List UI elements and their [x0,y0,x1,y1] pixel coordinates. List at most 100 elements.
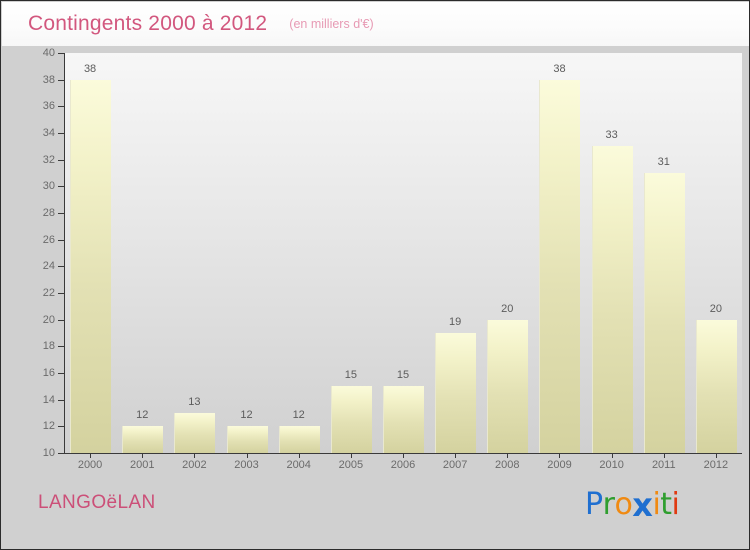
y-axis-tick-label: 40 [42,47,55,59]
bar-2003[interactable] [226,426,268,453]
y-axis-tick [58,79,65,81]
y-axis-tick [58,319,65,321]
x-axis-tick [298,453,300,458]
page-title: Contingents 2000 à 2012 [28,12,268,35]
x-axis-tick [246,453,248,458]
bar-value-label: 15 [396,369,410,382]
y-axis-tick-label: 36 [42,100,55,113]
chart-subtitle: (en milliers d'€) [289,17,374,31]
x-axis-tick [350,453,352,458]
x-axis-tick [90,453,92,458]
bar-2010[interactable] [591,146,633,453]
x-axis-tick-label: 2006 [390,459,416,471]
x-axis-tick [194,453,196,458]
y-axis-line [64,53,65,454]
logo-letter-5: t [660,487,672,522]
x-axis-tick-label: 2011 [651,459,676,471]
bar-value-label: 19 [449,316,462,328]
y-axis-tick-label: 22 [42,287,55,299]
y-axis-tick-label: 14 [42,393,55,406]
y-axis-tick-label: 30 [42,180,55,193]
logo-letter-6: i [671,487,680,522]
y-axis-tick [58,186,65,188]
logo-letter-2: o [614,487,633,522]
x-axis-tick-label: 2007 [442,459,468,471]
bar-2012[interactable] [695,319,737,453]
bar-2002[interactable] [174,413,216,453]
y-axis-tick-label: 20 [42,313,55,326]
x-axis-tick [663,453,665,458]
y-axis-tick-label: 18 [42,340,55,353]
y-axis-tick-label: 16 [42,367,55,379]
y-axis-tick-label: 38 [42,73,55,86]
x-axis-tick-label: 2001 [129,459,155,471]
bar-value-label: 15 [344,369,357,382]
logo-letter-4: i [652,487,661,522]
bar-value-label: 20 [501,302,514,315]
bar-2008[interactable] [487,319,529,453]
x-axis-tick-label: 2004 [286,459,311,471]
x-axis-tick [715,453,717,458]
y-axis-tick [58,373,65,374]
bar-value-label: 12 [240,409,253,422]
bar-2009[interactable] [539,79,581,453]
bar-2005[interactable] [330,386,372,453]
x-axis-tick-label: 2012 [703,459,729,471]
y-axis-tick [58,239,65,241]
y-axis-tick-label: 26 [42,233,55,246]
x-axis-tick-label: 2002 [182,459,207,471]
y-axis-tick [58,453,65,454]
y-axis-tick-label: 28 [42,207,55,219]
x-axis-tick [559,453,561,458]
x-axis-tick [611,453,613,458]
y-axis-tick [58,293,65,294]
x-axis-tick-label: 2003 [234,459,259,471]
x-axis-tick [507,453,509,458]
bar-2004[interactable] [278,426,320,453]
y-axis-tick-label: 10 [42,447,55,459]
x-axis-tick-label: 2008 [495,459,520,471]
chart-plot-area: 10 12 14 16 18 20 22 24 26 28 30 32 34 36 38 40 2000 200… [2,46,749,476]
logo-letter-1: r [602,487,615,522]
bar-value-label: 33 [605,129,618,142]
bar-2011[interactable] [643,173,685,453]
bar-value-label: 12 [136,409,149,422]
y-axis-tick [58,159,65,161]
y-axis-tick [58,53,65,54]
chart-footer: LANGOëLAN Proxiti [2,476,749,549]
x-axis-tick [403,453,404,458]
bar-2000[interactable] [70,79,112,453]
y-axis-tick-label: 24 [42,260,55,273]
bar-value-label: 38 [83,62,97,75]
y-axis-tick [58,426,65,428]
y-axis-tick [58,346,65,348]
bar-value-label: 12 [292,409,305,422]
commune-name: LANGOëLAN [38,492,156,513]
y-axis-tick [58,106,65,108]
y-axis-tick [58,399,65,401]
y-axis-tick [58,133,65,134]
y-axis-tick [58,213,65,214]
y-axis-tick-label: 32 [42,153,55,166]
y-axis-tick-label: 12 [42,420,55,433]
y-axis-tick [58,266,65,268]
bar-value-label: 20 [709,302,723,315]
logo-letter-0: P [585,487,603,522]
bar-value-label: 31 [657,156,670,168]
x-axis-tick-label: 2000 [77,459,103,471]
bar-2007[interactable] [435,333,477,453]
bar-value-label: 38 [553,62,566,75]
chart-header: Contingents 2000 à 2012 (en milliers d'€… [2,2,749,46]
x-axis-tick [455,453,457,458]
x-axis-tick-label: 2009 [547,459,572,471]
x-axis-tick-label: 2010 [599,459,624,471]
bar-value-label: 13 [188,396,201,408]
y-axis-tick-label: 34 [42,127,55,139]
x-axis-tick [142,453,144,458]
proxiti-logo[interactable]: Proxiti [585,484,680,524]
logo-letter-3: x [632,486,653,524]
x-axis-tick-label: 2005 [338,459,364,471]
bar-2006[interactable] [383,386,424,453]
bar-2001[interactable] [122,426,164,453]
